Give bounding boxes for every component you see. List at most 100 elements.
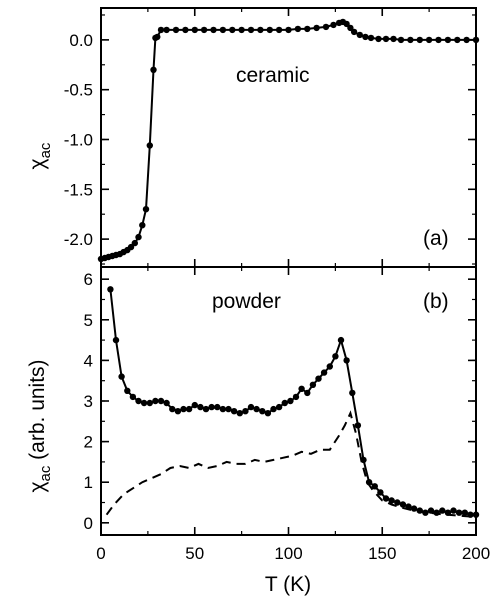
panel-b-series-0-point	[242, 408, 249, 415]
panel-b-xtick-label: 200	[462, 544, 490, 563]
panel-a-series-0-point	[343, 20, 350, 28]
panel-b-series-0-point	[146, 399, 153, 407]
panel-b-series-0-point	[281, 399, 288, 407]
panel-b-series-0-point	[264, 410, 272, 417]
panel-a-series-0-point	[375, 35, 382, 43]
panel-b-series-0-point	[337, 336, 345, 344]
panel-b-series-0-point	[270, 405, 277, 413]
panel-b-series-0-point	[326, 363, 333, 370]
panel-b-annotation: powder	[212, 290, 281, 313]
panel-a-series-0-point	[200, 26, 208, 34]
panel-b-series-0-point	[247, 403, 255, 411]
panel-b-series-0-point	[118, 373, 125, 380]
panel-b-series-0-point	[180, 405, 187, 413]
panel-b-series-0-point	[208, 403, 215, 411]
panel-a-series-0-point	[382, 35, 390, 43]
panel-b-ytick-label: 1	[84, 473, 93, 492]
panel-b-series-0-point	[298, 385, 305, 392]
panel-b-series-0-point	[343, 357, 350, 364]
panel-a-series-0-point	[454, 36, 461, 44]
panel-a-series-0-point	[362, 33, 369, 41]
panel-b-series-0-point	[450, 507, 457, 514]
panel-b-series-0-point	[349, 389, 356, 397]
panel-b-series-0-point	[304, 389, 311, 397]
panel-b-series-0-point	[292, 393, 300, 401]
panel-a-series-0-point	[356, 31, 363, 39]
panel-a-series-0-point	[266, 26, 273, 34]
panel-a-series-0-point	[294, 25, 302, 33]
panel-b-series-0-point	[377, 489, 384, 496]
panel-b-series-0-point	[472, 511, 480, 518]
panel-b-series-0-point	[157, 397, 165, 405]
panel-b-series-0-point	[135, 397, 142, 405]
panel-b-series-0-point	[124, 387, 131, 394]
panel-b-series-0-point	[112, 336, 120, 344]
panel-b-series-0-point	[225, 405, 232, 413]
panel-b-ytick-label: 6	[84, 270, 93, 289]
panel-b-series-0-point	[461, 509, 468, 516]
panel-b-xtick-label: 50	[185, 544, 204, 563]
panel-a-series-0-point	[367, 34, 375, 42]
panel-a-series-0-point	[425, 36, 433, 44]
panel-b-series-0-point	[169, 405, 176, 413]
panel-a-series-0-point	[191, 26, 198, 34]
panel-b-ytick-label: 3	[84, 392, 93, 411]
panel-b-ylabel-main: χ	[26, 482, 49, 493]
panel-a-label: (a)	[423, 227, 449, 250]
panel-a-annotation: ceramic	[236, 64, 310, 87]
panel-a-series-0-point	[257, 26, 264, 34]
panel-a-series-0-point	[219, 26, 227, 34]
panel-a-series-0-point	[322, 23, 330, 31]
panel-b-series-0-point	[174, 408, 182, 415]
panel-b-series-1-line	[105, 410, 477, 518]
panel-a-series-0-point	[135, 233, 142, 241]
panel-a-ytick-label: 0.0	[69, 31, 93, 50]
panel-b-powder: 0 1 2 3 4 5 6 0 50 100 150 200	[84, 266, 490, 563]
panel-b-series-0-point	[191, 401, 198, 409]
panel-a-series-0-point	[154, 33, 161, 41]
panel-a-series-0-line	[100, 20, 476, 260]
panel-b-series-0-point	[287, 397, 294, 405]
panel-b-ylabel-rest: (arb. units)	[26, 359, 49, 465]
panel-a-series-0-point	[210, 26, 217, 34]
panel-a-series-0-point	[131, 239, 138, 247]
panel-b-series-0-point	[230, 408, 238, 415]
x-axis-title: T (K)	[265, 573, 311, 596]
panel-a-frame	[100, 7, 477, 268]
panel-a-series-0-point	[407, 36, 414, 44]
panel-a-series-0-point	[435, 36, 442, 44]
panel-b-series-0-point	[382, 495, 390, 502]
panel-b-series-0-point	[399, 501, 407, 508]
panel-b-ytick-label: 5	[84, 311, 93, 330]
panel-b-series-0-point	[236, 410, 243, 417]
panel-b-series-0-point	[219, 405, 227, 413]
panel-a-ylabel-sub: ac	[37, 142, 54, 158]
panel-b-series-0-point	[197, 403, 204, 411]
panel-b-series-0-point	[394, 499, 401, 506]
panel-a-ytick-label: -1.0	[64, 130, 93, 149]
panel-a-series-0-point	[390, 35, 397, 43]
panel-a-series-0-point	[472, 36, 480, 44]
panel-b-series-0-point	[275, 403, 283, 411]
panel-b-ylabel: χac (arb. units)	[26, 359, 54, 492]
panel-b-xtick-label: 150	[368, 544, 396, 563]
panel-b-series-0-point	[455, 509, 463, 516]
panel-a-series-0-point	[275, 26, 283, 34]
panel-a-ylabel: χac	[26, 142, 54, 169]
panel-a-ytick-label: -0.5	[64, 81, 93, 100]
panel-a-series-0-point	[247, 26, 255, 34]
panel-b-series-0-point	[315, 375, 322, 382]
panel-a-series-0-point	[139, 222, 146, 229]
panel-b-series-0-point	[163, 399, 170, 407]
panel-b-series-0-point	[259, 408, 266, 415]
panel-a-series-0-point	[142, 206, 150, 213]
panel-a-series-0-point	[150, 66, 157, 74]
panel-b-series-0-point	[354, 422, 362, 429]
panel-b-series-0-point	[410, 505, 418, 512]
panel-a-series-0-point	[285, 26, 292, 34]
panel-b-series-0-point	[371, 483, 378, 490]
panel-b-series-0-point	[129, 393, 137, 401]
panel-b-label: (b)	[423, 290, 449, 313]
panel-b-series-0-point	[140, 399, 148, 407]
panel-b-series-0-point	[202, 405, 210, 413]
